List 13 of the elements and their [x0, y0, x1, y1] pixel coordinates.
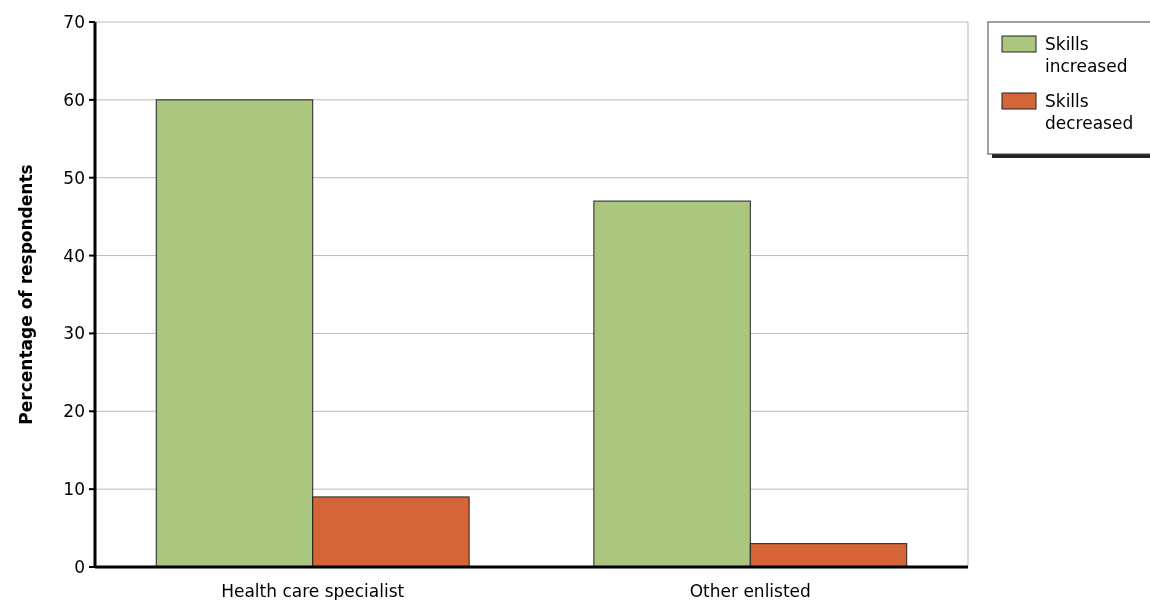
x-tick-label: Health care specialist: [221, 581, 405, 600]
y-axis-title: Percentage of respondents: [16, 164, 36, 425]
y-tick-label: 60: [63, 89, 85, 110]
y-tick-label: 30: [63, 323, 85, 344]
y-tick-label: 20: [63, 401, 85, 422]
y-tick-label: 70: [63, 11, 85, 32]
legend-label: Skills decreased: [1045, 91, 1134, 133]
y-tick-label: 40: [63, 245, 85, 266]
y-tick-label: 50: [63, 167, 85, 188]
y-tick-label: 10: [63, 479, 85, 500]
x-tick-label: Other enlisted: [689, 581, 811, 600]
legend-label: Skills increased: [1045, 34, 1128, 76]
y-tick-label: 0: [74, 556, 85, 577]
